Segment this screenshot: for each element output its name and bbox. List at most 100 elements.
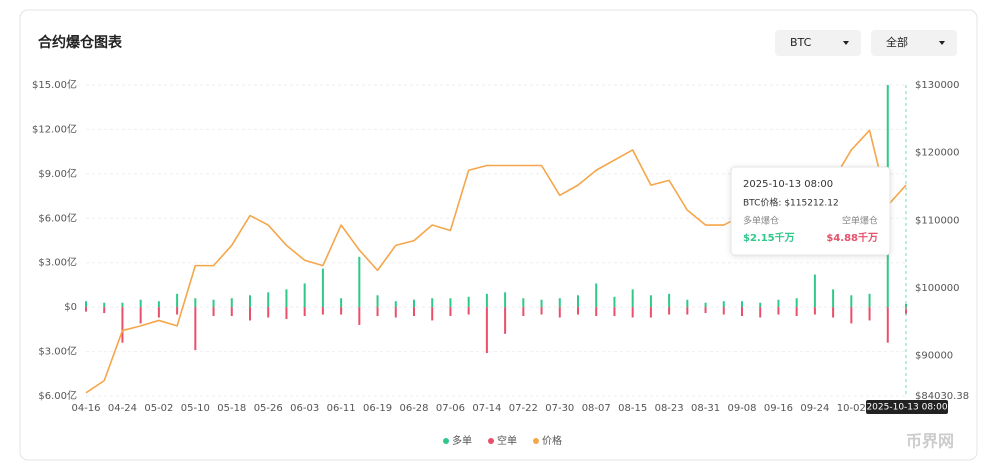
x-tick-label: 05-18: [217, 403, 246, 414]
bar: [413, 307, 415, 317]
bar: [722, 301, 725, 308]
card: [19, 9, 978, 461]
bar: [832, 307, 835, 318]
x-tick-label: 04-16: [71, 403, 100, 414]
tooltip-price: BTC价格: $115212.12: [743, 197, 839, 209]
x-tick-label: 04-24: [108, 403, 137, 414]
bar: [540, 307, 543, 315]
bar: [413, 299, 415, 308]
bar: [850, 295, 853, 308]
watermark: 币界网: [906, 432, 954, 451]
y-tick-label: $0: [64, 302, 77, 313]
x-tick-label: 05-26: [254, 403, 283, 414]
bar: [467, 307, 470, 315]
x-tick-label: 05-02: [144, 403, 173, 414]
bar: [176, 293, 179, 308]
x-tick-label: 07-14: [472, 403, 501, 414]
bar: [121, 307, 124, 343]
bar: [558, 298, 561, 308]
bar: [85, 301, 87, 308]
bar: [759, 302, 762, 308]
x-tick-label: 08-07: [582, 403, 611, 414]
bar: [340, 298, 343, 308]
bar: [540, 299, 543, 308]
legend-dot: [488, 438, 494, 444]
x-tick-label: 07-30: [545, 403, 574, 414]
bar: [905, 307, 907, 315]
bar: [504, 292, 507, 308]
bar: [704, 302, 707, 308]
bar: [139, 307, 142, 324]
legend-dot: [533, 438, 539, 444]
caret: [939, 41, 945, 45]
y2-tick-label: $100000: [915, 283, 960, 294]
bar: [795, 307, 798, 317]
bar: [577, 307, 579, 315]
bar: [230, 307, 233, 317]
x-tick-label: 08-31: [691, 403, 720, 414]
bar: [358, 307, 361, 325]
x-tick-label: 09-24: [800, 403, 829, 414]
symbol-select[interactable]: [775, 30, 861, 56]
bar: [868, 293, 871, 308]
bar: [321, 268, 324, 308]
bar: [194, 307, 197, 351]
bar: [103, 302, 106, 308]
y-tick-label: $15.00亿: [32, 78, 77, 91]
tooltip-date: 2025-10-13 08:00: [743, 179, 833, 190]
bar: [504, 307, 507, 334]
bar: [686, 299, 689, 308]
y2-tick-label: $110000: [915, 215, 960, 226]
bar: [340, 307, 343, 315]
bar: [649, 307, 652, 318]
x-tick-label: 09-08: [727, 403, 756, 414]
bar: [267, 307, 270, 318]
bar: [813, 274, 816, 308]
x-tick-label: 05-10: [181, 403, 210, 414]
bar: [795, 298, 798, 308]
bar: [722, 307, 725, 315]
bar: [886, 307, 889, 343]
x-tick-label: 06-19: [363, 403, 392, 414]
x-tick-label: 08-15: [618, 403, 647, 414]
crosshair-box: [866, 400, 948, 414]
bar: [376, 307, 379, 317]
bar: [704, 307, 707, 314]
filter-select[interactable]: [871, 30, 957, 56]
tooltip-short-label: 空单爆仓: [842, 215, 878, 227]
bar: [613, 296, 616, 308]
bar: [522, 298, 525, 308]
bar: [121, 302, 124, 308]
bar: [85, 307, 87, 312]
bar: [303, 307, 306, 317]
legend-label: 价格: [542, 434, 562, 447]
x-tick-label: 06-03: [290, 403, 319, 414]
bar: [485, 307, 488, 354]
bar: [157, 301, 160, 308]
bar: [139, 299, 142, 308]
tooltip: [730, 166, 891, 256]
x-tick-label: 09-16: [764, 403, 793, 414]
bar: [467, 296, 470, 308]
tooltip-long-value: $2.15千万: [743, 231, 795, 244]
bar: [868, 307, 871, 321]
caret: [843, 41, 849, 45]
bar: [303, 283, 306, 308]
legend-dot: [443, 438, 449, 444]
x-tick-label: 07-22: [509, 403, 538, 414]
tooltip-short-value: $4.88千万: [826, 231, 878, 244]
x-tick-label: 07-06: [436, 403, 465, 414]
x-tick-label: 10-02: [837, 403, 866, 414]
bar: [431, 298, 434, 308]
bar: [249, 307, 251, 321]
y-tick-label: $6.00亿: [38, 389, 77, 402]
legend-label: 多单: [452, 434, 472, 447]
bar: [741, 307, 743, 317]
y2-tick-label: $130000: [915, 80, 960, 91]
x-tick-label: 06-11: [327, 403, 356, 414]
filter-text: 全部: [886, 35, 908, 49]
symbol-text: BTC: [790, 36, 812, 49]
bar: [321, 307, 324, 315]
bar: [850, 307, 853, 324]
